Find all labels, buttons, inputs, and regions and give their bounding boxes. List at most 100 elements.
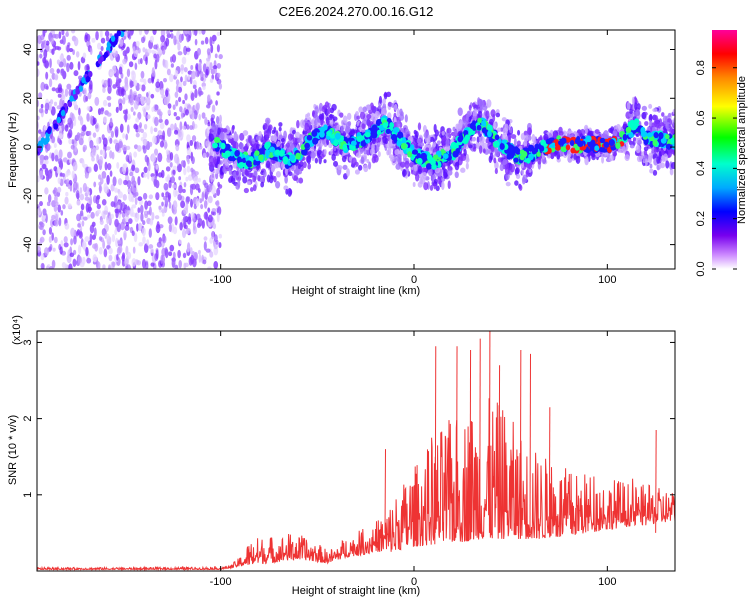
noise-mark (118, 66, 123, 75)
band-mark (276, 140, 281, 147)
noise-mark (137, 111, 142, 120)
noise-mark (177, 249, 181, 259)
noise-mark (175, 99, 179, 107)
noise-mark (174, 264, 179, 269)
band-mark (477, 110, 483, 119)
noise-mark (116, 162, 120, 169)
core-mark (311, 130, 318, 137)
band-mark (631, 96, 635, 105)
core-mark (577, 140, 583, 147)
band-mark (302, 161, 307, 169)
noise-mark (101, 198, 107, 206)
noise-mark (72, 161, 78, 172)
noise-mark (198, 63, 202, 69)
noise-mark (63, 236, 68, 244)
noise-mark (211, 207, 216, 213)
band-mark (275, 170, 281, 178)
noise-mark (146, 92, 149, 98)
noise-mark (190, 92, 195, 101)
band-mark (370, 112, 376, 122)
band-mark (360, 156, 365, 165)
band-mark (304, 122, 310, 132)
noise-mark (169, 244, 175, 252)
noise-mark (209, 100, 213, 105)
noise-mark (69, 158, 73, 164)
noise-mark (59, 172, 63, 177)
band-mark (329, 114, 335, 119)
core-mark (234, 149, 240, 157)
band-mark (479, 140, 485, 146)
chart-title: C2E6.2024.270.00.16.G12 (279, 4, 434, 19)
noise-mark (186, 216, 192, 225)
noise-mark (96, 154, 100, 161)
noise-mark (150, 126, 154, 135)
noise-mark (41, 163, 47, 170)
noise-mark (206, 48, 211, 56)
noise-mark (180, 110, 184, 119)
noise-mark (196, 213, 201, 221)
core-mark (519, 149, 525, 156)
band-mark (304, 118, 308, 124)
band-mark (297, 138, 302, 143)
band-mark (356, 115, 360, 120)
noise-mark (204, 36, 209, 45)
noise-mark (66, 62, 70, 73)
noise-mark (37, 245, 41, 253)
noise-mark (151, 76, 155, 84)
noise-mark (94, 96, 100, 107)
noise-mark (139, 78, 145, 83)
band-mark (421, 167, 428, 173)
band-mark (612, 152, 617, 157)
band-mark (366, 114, 372, 120)
core-mark (319, 126, 325, 133)
noise-mark (134, 197, 138, 206)
band-mark (358, 164, 363, 171)
band-mark (337, 165, 343, 171)
noise-mark (177, 86, 183, 93)
noise-mark (162, 235, 167, 244)
noise-mark (186, 165, 191, 173)
ridge-mark (73, 93, 78, 100)
noise-mark (147, 162, 151, 172)
noise-mark (134, 167, 140, 174)
noise-mark (108, 264, 111, 269)
noise-mark (88, 203, 92, 214)
noise-mark (118, 212, 121, 219)
band-mark (231, 125, 235, 134)
noise-mark (39, 170, 44, 180)
core-mark (539, 145, 545, 152)
noise-mark (218, 242, 222, 249)
band-mark (468, 104, 472, 111)
noise-mark (132, 46, 136, 55)
band-mark (302, 130, 308, 135)
noise-mark (162, 130, 166, 140)
band-mark (632, 137, 637, 142)
noise-mark (64, 222, 70, 230)
noise-mark (118, 141, 123, 149)
band-mark (494, 168, 498, 175)
noise-mark (57, 46, 62, 51)
band-mark (448, 133, 452, 139)
noise-mark (93, 227, 97, 238)
noise-mark (194, 38, 198, 46)
band-mark (359, 111, 366, 120)
noise-mark (66, 44, 70, 53)
noise-mark (71, 113, 75, 122)
noise-mark (193, 30, 198, 36)
core-mark (442, 153, 449, 160)
noise-mark (205, 140, 210, 147)
noise-mark (67, 117, 73, 126)
noise-mark (187, 74, 191, 80)
noise-mark (132, 191, 137, 198)
band-mark (208, 161, 214, 168)
noise-mark (172, 226, 178, 235)
noise-mark (197, 177, 201, 183)
band-mark (362, 106, 367, 113)
band-mark (243, 187, 249, 194)
core-mark (236, 156, 242, 163)
noise-mark (70, 238, 74, 246)
noise-mark (147, 77, 153, 84)
noise-mark (178, 259, 182, 269)
band-mark (242, 130, 249, 136)
noise-mark (133, 79, 138, 87)
